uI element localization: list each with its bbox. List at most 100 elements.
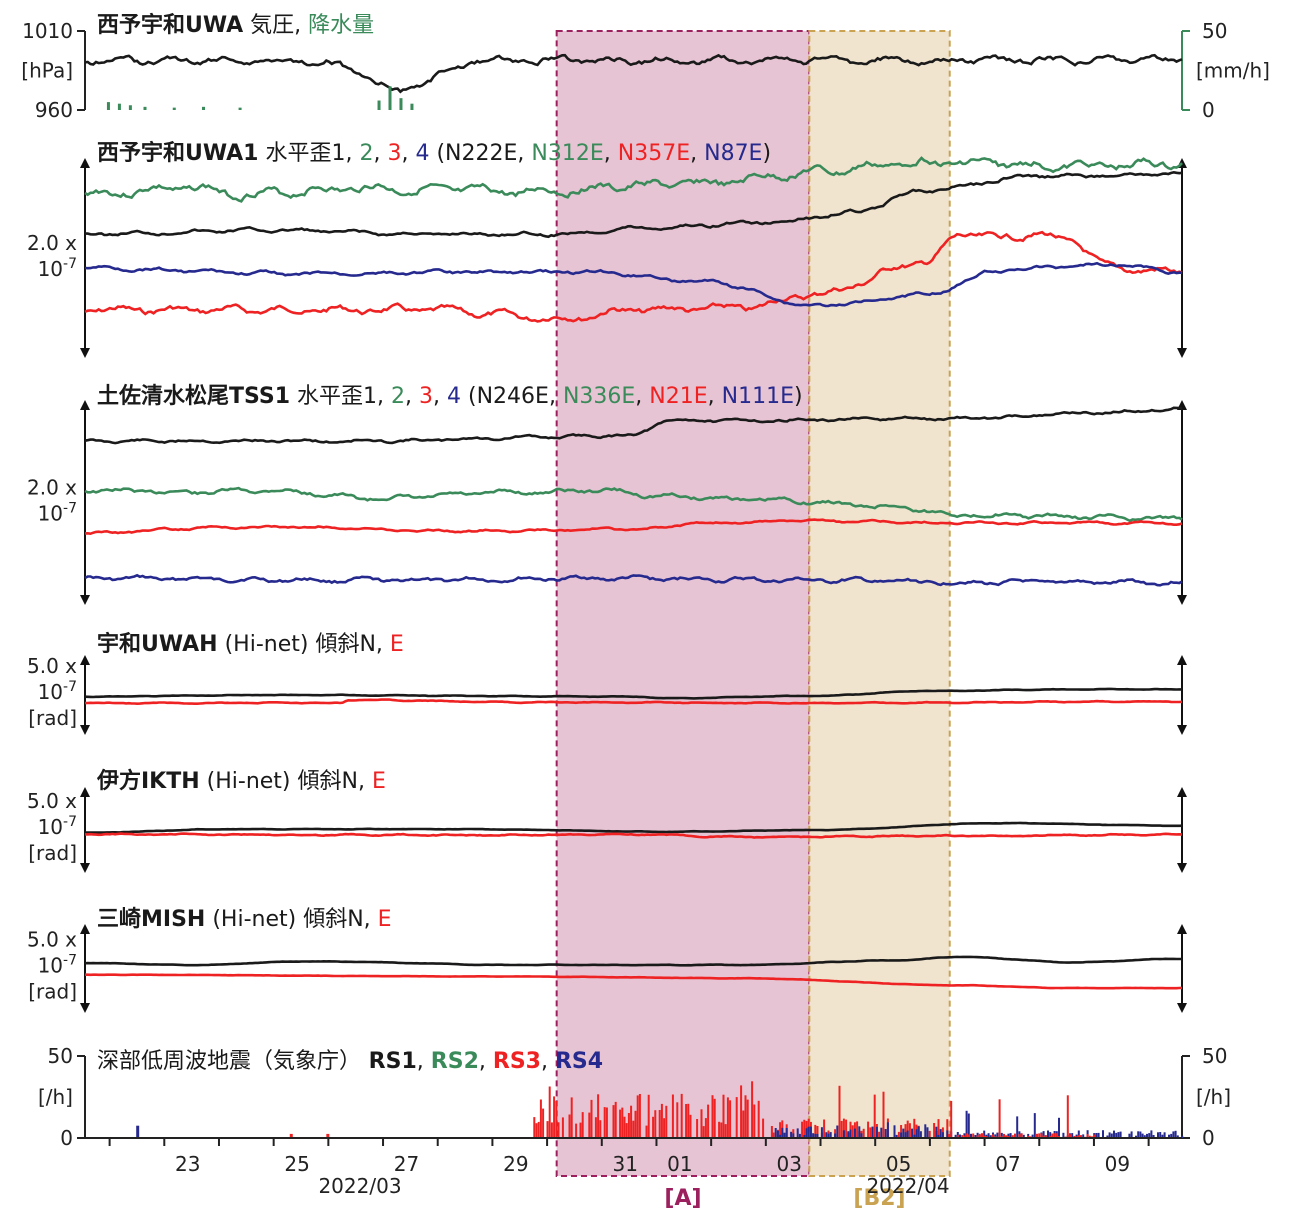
lfe-bar [946, 1119, 949, 1138]
title-part: , [373, 141, 387, 166]
lfe-bar [902, 1128, 905, 1138]
lfe-bar [621, 1107, 624, 1138]
lfe-bar [599, 1120, 602, 1138]
lfe-bar [816, 1126, 819, 1138]
lfe-bar [1139, 1131, 1142, 1138]
lfe-bar [878, 1131, 881, 1138]
lfe-bar [581, 1112, 584, 1138]
lfe-bar [588, 1112, 591, 1138]
lfe-bar [974, 1135, 977, 1138]
x-tick-label: 29 [503, 1152, 528, 1176]
lfe-bar [1051, 1133, 1054, 1138]
panel-p3: 宇和UWAH (Hi-net) 傾斜N, E 5.0 x10-7[rad] [27, 632, 1187, 735]
panel-p4: 伊方IKTH (Hi-net) 傾斜N, E 5.0 x10-7[rad] [27, 768, 1187, 873]
lfe-bar [1159, 1132, 1162, 1138]
lfe-bar [781, 1127, 784, 1138]
lfe-bar [696, 1119, 699, 1138]
title-part: , [708, 384, 722, 409]
lfe-bar [625, 1123, 628, 1138]
lfe-bar [724, 1124, 727, 1138]
lfe-bar [707, 1104, 710, 1138]
lfe-bar [680, 1093, 683, 1138]
lfe-bar [658, 1110, 661, 1138]
lfe-bar [289, 1133, 293, 1138]
arrow-down-icon [1177, 595, 1187, 605]
y-tick-label: 50 [1202, 19, 1227, 43]
arrow-down-icon [1177, 863, 1187, 873]
lfe-bar [858, 1126, 861, 1138]
x-tick-label: 23 [175, 1152, 200, 1176]
lfe-bar [654, 1110, 657, 1138]
lfe-bar [801, 1121, 804, 1138]
lfe-bar [875, 1126, 878, 1138]
scale-exponent: 10-7 [38, 501, 77, 526]
panel-p0: 西予宇和UWA 気圧, 降水量 1010 960 [hPa] 50 0 [mm/h] [21, 13, 1270, 122]
scale-exponent: 10-7 [38, 953, 77, 978]
lfe-bar [1170, 1133, 1173, 1138]
rain-bar [143, 106, 147, 110]
lfe-bar [630, 1105, 633, 1138]
x-tick-label: 31 [612, 1152, 637, 1176]
title-part: , [635, 384, 649, 409]
lfe-bar [1157, 1132, 1159, 1138]
lfe-bar [873, 1094, 876, 1138]
x-axis: 23 25 27 29 31 01 03 05 07 09 2022/03 2022/04 [85, 1137, 1182, 1198]
lfe-bar [981, 1133, 983, 1138]
rain-bar [388, 86, 392, 110]
lfe-bar [557, 1122, 560, 1138]
lfe-bar [1031, 1134, 1034, 1138]
lfe-bar [900, 1132, 903, 1138]
lfe-bar [919, 1131, 922, 1138]
title-part: N111E [722, 384, 794, 409]
arrow-down-icon [80, 595, 90, 605]
lfe-bar [796, 1128, 799, 1138]
series-line-black [85, 170, 1183, 239]
lfe-bar [1022, 1134, 1025, 1138]
lfe-bar [671, 1094, 674, 1138]
series-line-blue [84, 573, 1183, 587]
lfe-bar [1082, 1134, 1085, 1138]
lfe-bar [1033, 1113, 1036, 1138]
series-line-red [85, 973, 1183, 990]
series-line-blue [84, 261, 1182, 308]
arrow-down-icon [1177, 348, 1187, 358]
rain-bar [106, 102, 110, 110]
panel-p6: 深部低周波地震（気象庁） RS1, RS2, RS3, RS4 50 0 [/h] 50… [38, 1044, 1231, 1150]
lfe-bar [996, 1132, 999, 1138]
lfe-bar [790, 1131, 793, 1138]
lfe-bar [860, 1133, 863, 1138]
series-line-red [84, 832, 1183, 839]
series-line-black [85, 821, 1183, 834]
title-part: 水平歪1, [258, 141, 359, 166]
lfe-bar [823, 1119, 826, 1138]
scale-unit: [rad] [28, 706, 77, 730]
lfe-bar [645, 1125, 648, 1138]
lfe-bar [726, 1097, 729, 1138]
lfe-bar [965, 1133, 968, 1138]
lfe-bar [757, 1100, 760, 1138]
title-part: 深部低周波地震（気象庁） [97, 1049, 361, 1074]
lfe-bar [729, 1100, 732, 1138]
lfe-bar [1055, 1133, 1058, 1138]
lfe-bar [1044, 1135, 1047, 1138]
lfe-bar [972, 1133, 975, 1138]
lfe-bar [1093, 1134, 1096, 1138]
lfe-bar [880, 1127, 883, 1138]
lfe-bar [634, 1110, 637, 1138]
y-unit: [/h] [38, 1085, 73, 1109]
lfe-bar [956, 1135, 959, 1138]
lfe-bar [935, 1126, 938, 1138]
lfe-bar [751, 1081, 754, 1138]
lfe-bar [1073, 1135, 1076, 1138]
lfe-bar [904, 1132, 907, 1138]
scale-exponent: 10-7 [38, 814, 77, 839]
lfe-bar [1106, 1135, 1109, 1138]
y-unit-right: [mm/h] [1196, 59, 1270, 83]
lfe-bar [597, 1094, 600, 1138]
arrow-up-icon [80, 924, 90, 934]
lfe-bar [1148, 1133, 1151, 1138]
lfe-bar [851, 1125, 854, 1138]
title-part: (Hi-net) 傾斜N, [205, 907, 377, 932]
lfe-bar [1009, 1133, 1012, 1138]
rain-bar [399, 98, 403, 110]
